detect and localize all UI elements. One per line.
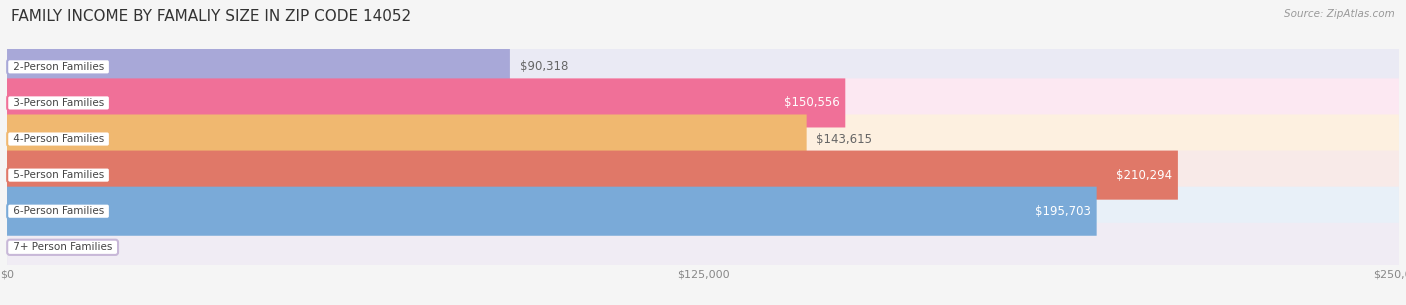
FancyBboxPatch shape: [7, 151, 1399, 200]
Text: $150,556: $150,556: [785, 96, 839, 109]
FancyBboxPatch shape: [7, 223, 1399, 272]
Text: 3-Person Families: 3-Person Families: [10, 98, 107, 108]
Text: FAMILY INCOME BY FAMALIY SIZE IN ZIP CODE 14052: FAMILY INCOME BY FAMALIY SIZE IN ZIP COD…: [11, 9, 412, 24]
Text: 5-Person Families: 5-Person Families: [10, 170, 107, 180]
FancyBboxPatch shape: [7, 42, 510, 92]
FancyBboxPatch shape: [7, 42, 1399, 92]
Text: 2-Person Families: 2-Person Families: [10, 62, 107, 72]
Text: $0: $0: [17, 241, 32, 254]
Text: 7+ Person Families: 7+ Person Families: [10, 242, 115, 252]
FancyBboxPatch shape: [7, 151, 1178, 200]
FancyBboxPatch shape: [7, 187, 1097, 236]
FancyBboxPatch shape: [7, 187, 1399, 236]
Text: Source: ZipAtlas.com: Source: ZipAtlas.com: [1284, 9, 1395, 19]
FancyBboxPatch shape: [7, 114, 807, 163]
Text: 6-Person Families: 6-Person Families: [10, 206, 107, 216]
Text: $90,318: $90,318: [520, 60, 568, 73]
FancyBboxPatch shape: [7, 78, 1399, 127]
FancyBboxPatch shape: [7, 114, 1399, 163]
Text: $210,294: $210,294: [1116, 169, 1173, 181]
Text: $143,615: $143,615: [817, 133, 872, 145]
FancyBboxPatch shape: [7, 78, 845, 127]
Text: 4-Person Families: 4-Person Families: [10, 134, 107, 144]
Text: $195,703: $195,703: [1035, 205, 1091, 218]
